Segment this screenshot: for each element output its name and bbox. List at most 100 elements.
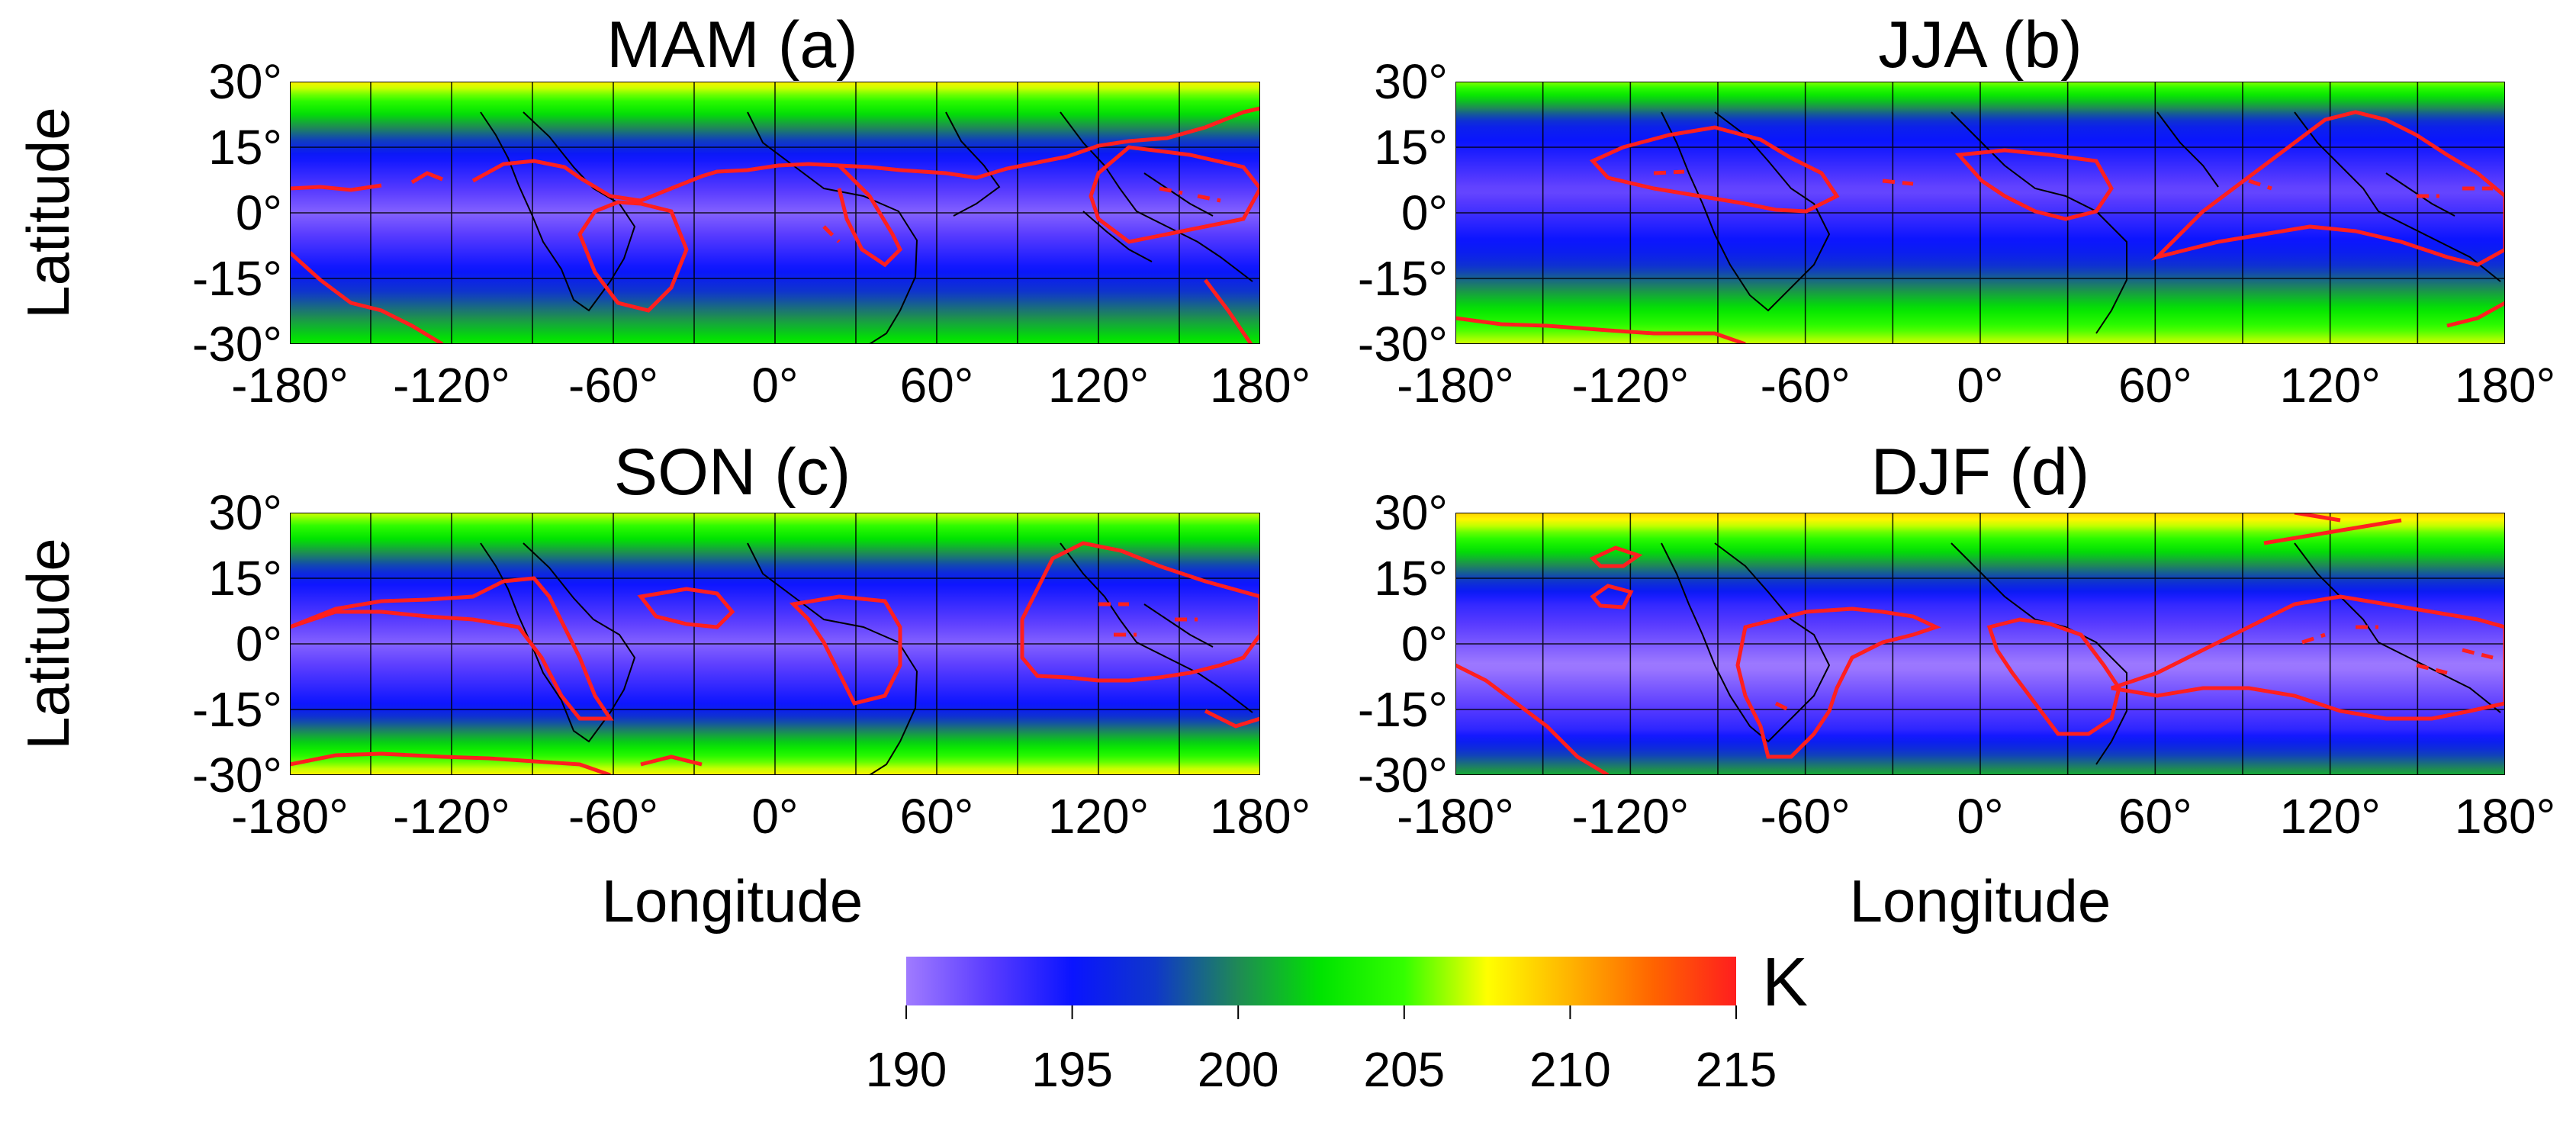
panel-c-x-tick-label: 0°	[751, 789, 798, 844]
panel-a-y-tick-label: 15°	[208, 120, 282, 175]
panel-c-contour	[789, 594, 902, 706]
panel-c-xlabel: Longitude	[602, 867, 863, 935]
panel-b-contour	[1455, 301, 2505, 344]
panel-a-contours	[290, 106, 1260, 344]
panel-b-contour	[2150, 110, 2505, 267]
panel-a-contour	[822, 186, 1221, 243]
panel-a-y-tick-label: -30°	[192, 317, 282, 372]
panel-b-americas-outline	[1661, 111, 1831, 312]
panel-d-x-tick-label: 120°	[2279, 789, 2380, 844]
panel-b-contour	[1589, 125, 1840, 214]
panel-a-x-tick-label: 120°	[1048, 358, 1149, 413]
panel-a-x-tick-label: 180°	[1210, 358, 1311, 413]
panel-c-title: SON (c)	[614, 436, 851, 509]
panel-b-x-tick-label: -60°	[1761, 358, 1851, 413]
panel-d-contour	[1590, 584, 1634, 610]
panel-a-x-tick-label: -60°	[568, 358, 658, 413]
panel-b-y-tick-label: 30°	[1374, 54, 1448, 109]
colorbar-tick-label: 200	[1198, 1042, 1279, 1097]
panel-d-contour	[1774, 625, 2494, 713]
panel-a-ylabel: Latitude	[14, 107, 82, 319]
panel-d-x-tick-label: 180°	[2455, 789, 2555, 844]
panel-d-y-tick-label: 15°	[1374, 551, 1448, 606]
panel-b-contours	[1455, 110, 2505, 344]
panel-d-y-tick-label: 30°	[1374, 485, 1448, 540]
panel-b-x-tick-label: 120°	[2279, 358, 2380, 413]
panel-a-x-tick-label: 60°	[900, 358, 974, 413]
panel-b-title: JJA (b)	[1878, 8, 2082, 82]
panel-c-y-tick-label: -30°	[192, 748, 282, 803]
panel-c-x-ticks: -180° -120° -60° 0° 60° 120° 180°	[231, 789, 1311, 844]
panel-c-y-tick-label: 15°	[208, 551, 282, 606]
panel-c: SON (c) -180° -120° -60° 0° 60° 120° 180° 30° 1…	[14, 436, 1311, 935]
panel-c-x-tick-label: -120°	[393, 789, 510, 844]
panel-a-y-tick-label: 0°	[236, 185, 282, 240]
panel-c-contour	[290, 709, 1260, 775]
panel-a-y-ticks: 30° 15° 0° -15° -30°	[192, 54, 282, 372]
panel-c-grid	[290, 513, 1260, 775]
panel-b-contour	[1954, 148, 2114, 221]
panel-b-y-ticks: 30° 15° 0° -15° -30°	[1358, 54, 1448, 372]
panel-a-africa-outline	[747, 111, 1001, 344]
panel-a-y-tick-label: 30°	[208, 54, 282, 109]
panel-c-y-ticks: 30° 15° 0° -15° -30°	[192, 485, 282, 803]
panel-b-x-tick-label: 0°	[1957, 358, 2003, 413]
panel-c-contour	[637, 587, 735, 629]
colorbar-unit: K	[1762, 944, 1808, 1021]
panel-b-contour	[1653, 169, 2493, 198]
panel-d-y-ticks: 30° 15° 0° -15° -30°	[1358, 485, 1448, 803]
panel-d-title: DJF (d)	[1871, 436, 2090, 509]
panel-d-contour	[1589, 545, 1643, 568]
panel-d-y-tick-label: 0°	[1401, 616, 1448, 671]
panel-a-y-tick-label: -15°	[192, 251, 282, 306]
panel-b-y-tick-label: 15°	[1374, 120, 1448, 175]
panel-d-asia-outline	[2294, 542, 2501, 713]
panel-a-contour	[290, 251, 1253, 344]
colorbar-tick-label: 190	[866, 1042, 947, 1097]
panel-c-ylabel: Latitude	[14, 538, 82, 750]
panel-b-x-tick-label: -120°	[1571, 358, 1689, 413]
panel-d-x-tick-label: 60°	[2118, 789, 2192, 844]
panel-a-contour	[577, 200, 689, 313]
panel-a: MAM (a) -180° -120° -60° 0° 60° 120° 180° 30° 1…	[14, 8, 1311, 413]
panel-d-y-tick-label: -30°	[1358, 748, 1448, 803]
panel-b-grid	[1455, 82, 2505, 344]
panel-c-contours	[290, 541, 1260, 775]
panel-a-x-tick-label: -180°	[231, 358, 349, 413]
panel-c-y-tick-label: -15°	[192, 682, 282, 737]
panel-b-y-tick-label: -15°	[1358, 251, 1448, 306]
panel-c-x-tick-label: 60°	[900, 789, 974, 844]
panel-b-x-tick-label: -180°	[1397, 358, 1514, 413]
panel-b-land-outlines	[1661, 111, 2501, 334]
panel-b-x-ticks: -180° -120° -60° 0° 60° 120° 180°	[1397, 358, 2555, 413]
panel-b-africa-outline	[1950, 111, 2219, 334]
panel-c-x-tick-label: 180°	[1210, 789, 1311, 844]
panel-b: JJA (b) -180° -120° -60° 0° 60° 120° 180° 30° 1…	[1358, 8, 2555, 413]
panel-b-x-tick-label: 180°	[2455, 358, 2555, 413]
panel-d-x-tick-label: 0°	[1957, 789, 2003, 844]
colorbar-tick-label: 215	[1696, 1042, 1777, 1097]
panel-d-x-ticks: -180° -120° -60° 0° 60° 120° 180°	[1397, 789, 2555, 844]
panel-d-contour	[1735, 606, 1941, 759]
panel-d-x-tick-label: -60°	[1761, 789, 1851, 844]
panel-a-contour	[837, 164, 903, 268]
panel-d-xlabel: Longitude	[1850, 867, 2111, 935]
colorbar-tick-label: 195	[1031, 1042, 1113, 1097]
colorbar: 190 195 200 205 210 215 K	[866, 944, 1808, 1097]
panel-c-x-tick-label: -180°	[231, 789, 349, 844]
panel-d-contour	[1455, 513, 2402, 775]
panel-c-contour	[1020, 541, 1260, 683]
panel-b-y-tick-label: 0°	[1401, 185, 1448, 240]
panel-c-asia-outline	[1060, 542, 1253, 713]
colorbar-tick-label: 205	[1363, 1042, 1445, 1097]
panel-a-x-tick-label: 0°	[751, 358, 798, 413]
panel-d-americas-outline	[1661, 542, 1831, 743]
panel-d-x-tick-label: -180°	[1397, 789, 1514, 844]
panel-a-x-tick-label: -120°	[393, 358, 510, 413]
panel-c-contour	[290, 576, 614, 721]
panel-c-y-tick-label: 30°	[208, 485, 282, 540]
panel-d-contours	[1455, 513, 2505, 775]
panel-d-y-tick-label: -15°	[1358, 682, 1448, 737]
panel-b-y-tick-label: -30°	[1358, 317, 1448, 372]
